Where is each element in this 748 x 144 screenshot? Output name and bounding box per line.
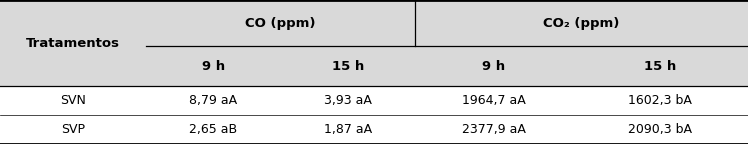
Text: CO (ppm): CO (ppm) <box>245 17 316 30</box>
Bar <box>0 115 748 144</box>
Text: 15 h: 15 h <box>644 60 676 73</box>
Bar <box>0 86 748 115</box>
Text: CO₂ (ppm): CO₂ (ppm) <box>543 17 620 30</box>
Text: 1964,7 aA: 1964,7 aA <box>462 94 526 107</box>
Text: 2090,3 bA: 2090,3 bA <box>628 123 692 136</box>
Text: SVN: SVN <box>60 94 86 107</box>
Text: Tratamentos: Tratamentos <box>26 37 120 50</box>
Text: 2,65 aB: 2,65 aB <box>189 123 237 136</box>
Text: 9 h: 9 h <box>482 60 505 73</box>
Text: 1602,3 bA: 1602,3 bA <box>628 94 692 107</box>
Text: 15 h: 15 h <box>331 60 364 73</box>
Text: 2377,9 aA: 2377,9 aA <box>462 123 526 136</box>
Text: 8,79 aA: 8,79 aA <box>189 94 237 107</box>
Text: 9 h: 9 h <box>202 60 224 73</box>
Text: 1,87 aA: 1,87 aA <box>324 123 372 136</box>
Bar <box>0 0 748 46</box>
Bar <box>0 46 748 86</box>
Text: 3,93 aA: 3,93 aA <box>324 94 372 107</box>
Text: SVP: SVP <box>61 123 85 136</box>
